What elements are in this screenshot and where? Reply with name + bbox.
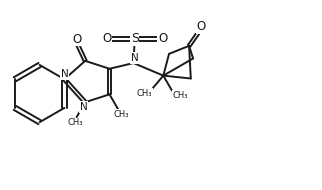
Text: O: O: [102, 32, 111, 45]
Text: S: S: [131, 32, 139, 45]
Text: O: O: [73, 33, 82, 46]
Text: N: N: [131, 53, 138, 63]
Text: N: N: [80, 102, 87, 112]
Text: CH₃: CH₃: [68, 118, 83, 127]
Text: O: O: [158, 32, 167, 45]
Text: CH₃: CH₃: [114, 110, 129, 119]
Text: CH₃: CH₃: [137, 89, 152, 98]
Text: O: O: [197, 20, 206, 33]
Text: CH₃: CH₃: [172, 91, 188, 100]
Text: N: N: [61, 69, 68, 79]
